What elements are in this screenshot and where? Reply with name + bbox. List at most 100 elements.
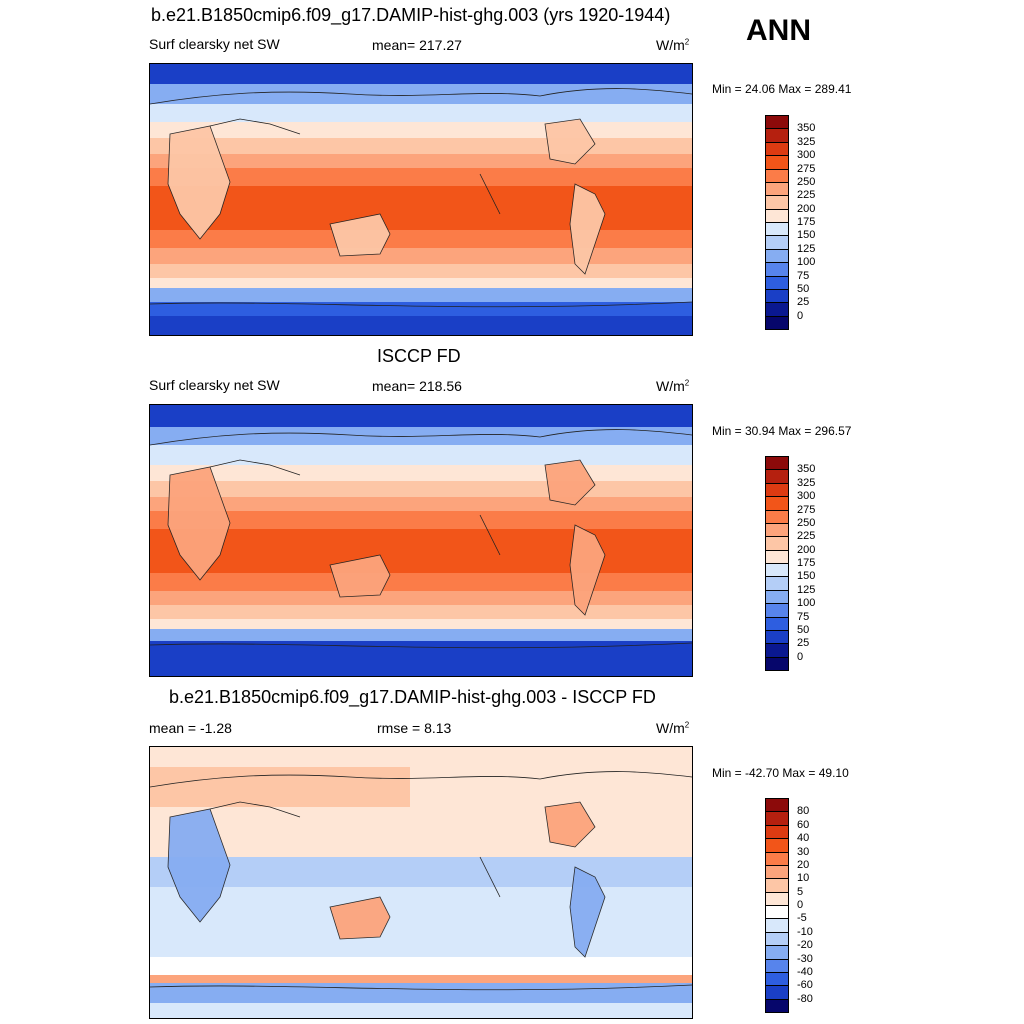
colorbar-label: 60 xyxy=(797,818,810,831)
colorbar-swatch xyxy=(765,589,789,605)
colorbar-label: 150 xyxy=(797,570,816,583)
colorbar-label: 150 xyxy=(797,229,816,242)
colorbar-swatch xyxy=(765,549,789,564)
colorbar-swatch xyxy=(765,262,789,277)
colorbar-label: 225 xyxy=(797,189,816,202)
panel-1-title: b.e21.B1850cmip6.f09_g17.DAMIP-hist-ghg.… xyxy=(151,5,671,25)
colorbar-label: 325 xyxy=(797,135,816,148)
colorbar-label: 100 xyxy=(797,256,816,269)
panel-1-variable: Surf clearsky net SW xyxy=(149,36,280,52)
panel-1-map xyxy=(149,63,693,336)
colorbar-label: 300 xyxy=(797,149,816,162)
colorbar-swatch xyxy=(765,275,789,290)
colorbar-swatch xyxy=(765,235,789,250)
colorbar-swatch xyxy=(765,811,789,826)
colorbar-label: 50 xyxy=(797,623,810,636)
colorbar-label: 0 xyxy=(797,309,804,322)
colorbar-label: 300 xyxy=(797,490,816,503)
colorbar-label: 350 xyxy=(797,463,816,476)
colorbar-label: 250 xyxy=(797,175,816,188)
colorbar-swatch xyxy=(765,115,789,130)
colorbar-swatch xyxy=(765,456,789,471)
colorbar-swatch xyxy=(765,643,789,658)
panel-2-map xyxy=(149,404,693,677)
colorbar-swatch xyxy=(765,302,789,317)
colorbar-label: 325 xyxy=(797,476,816,489)
colorbar-label: 275 xyxy=(797,162,816,175)
colorbar-swatch xyxy=(765,603,789,618)
panel-1-minmax: Min = 24.06 Max = 289.41 xyxy=(712,82,852,96)
colorbar-swatch xyxy=(765,248,789,264)
colorbar-swatch xyxy=(765,536,789,551)
colorbar-swatch xyxy=(765,656,789,671)
colorbar-label: 75 xyxy=(797,610,810,623)
colorbar-label: -20 xyxy=(797,939,813,952)
colorbar-swatch xyxy=(765,168,789,183)
colorbar-label: 250 xyxy=(797,516,816,529)
colorbar-swatch xyxy=(765,208,789,223)
colorbar-label: 350 xyxy=(797,122,816,135)
colorbar-label: 75 xyxy=(797,269,810,282)
panel-3-title: b.e21.B1850cmip6.f09_g17.DAMIP-hist-ghg.… xyxy=(169,687,656,707)
colorbar-label: 100 xyxy=(797,597,816,610)
colorbar-label: -10 xyxy=(797,925,813,938)
panel-2-title: ISCCP FD xyxy=(377,346,461,366)
colorbar-swatch xyxy=(765,998,789,1013)
colorbar-swatch xyxy=(765,469,789,484)
panel-1-units: W/m2 xyxy=(656,37,690,53)
colorbar-swatch xyxy=(765,509,789,524)
panel-3-map xyxy=(149,746,693,1019)
colorbar-swatch xyxy=(765,181,789,197)
panel-2-units: W/m2 xyxy=(656,378,690,394)
colorbar-label: 80 xyxy=(797,805,810,818)
colorbar-swatch xyxy=(765,985,789,1000)
colorbar-swatch xyxy=(765,128,789,143)
colorbar-label: 200 xyxy=(797,202,816,215)
colorbar-label: -40 xyxy=(797,965,813,978)
colorbar-swatch xyxy=(765,931,789,947)
colorbar-swatch xyxy=(765,798,789,813)
panel-1-map-field xyxy=(150,64,692,335)
colorbar-label: 125 xyxy=(797,242,816,255)
colorbar-swatch xyxy=(765,482,789,498)
colorbar-swatch xyxy=(765,824,789,840)
panel-2-mean: mean= 218.56 xyxy=(372,378,462,394)
colorbar-swatch xyxy=(765,563,789,578)
colorbar-label: 200 xyxy=(797,543,816,556)
panel-1-mean: mean= 217.27 xyxy=(372,37,462,53)
colorbar-label: 225 xyxy=(797,530,816,543)
panel-3-map-field xyxy=(150,747,692,1018)
colorbar-swatch xyxy=(765,918,789,933)
colorbar-label: 50 xyxy=(797,282,810,295)
colorbar-swatch xyxy=(765,878,789,893)
colorbar-swatch xyxy=(765,496,789,511)
colorbar-swatch xyxy=(765,945,789,960)
colorbar-label: -80 xyxy=(797,992,813,1005)
panel-2-map-field xyxy=(150,405,692,676)
colorbar-label: 5 xyxy=(797,885,804,898)
colorbar-swatch xyxy=(765,864,789,880)
colorbar-label: 175 xyxy=(797,216,816,228)
colorbar-swatch xyxy=(765,522,789,538)
colorbar-label: 25 xyxy=(797,637,810,650)
panel-3-mean: mean = -1.28 xyxy=(149,720,232,736)
colorbar-swatch xyxy=(765,315,789,330)
colorbar-label: 30 xyxy=(797,845,810,858)
colorbar-label: 40 xyxy=(797,832,810,845)
panel-3-units: W/m2 xyxy=(656,720,690,736)
colorbar-swatch xyxy=(765,195,789,210)
panel-3-colorbar: 80 60 40 30 20 10 5 0 -5 -10 -20 -30 -40 -60 -80 xyxy=(765,798,835,1013)
colorbar-swatch xyxy=(765,155,789,170)
colorbar-swatch xyxy=(765,141,789,157)
panel-3-rmse: rmse = 8.13 xyxy=(377,720,452,736)
colorbar-swatch xyxy=(765,905,789,920)
colorbar-swatch xyxy=(765,616,789,631)
colorbar-swatch xyxy=(765,958,789,973)
colorbar-label: -60 xyxy=(797,979,813,992)
colorbar-swatch xyxy=(765,576,789,591)
colorbar-swatch xyxy=(765,288,789,304)
colorbar-label: -30 xyxy=(797,952,813,965)
colorbar-label: 0 xyxy=(797,899,804,911)
panel-2-colorbar: 350 325 300 275 250 225 200 175 150 125 100 75 50 25 0 xyxy=(765,456,835,671)
colorbar-label: 125 xyxy=(797,583,816,596)
